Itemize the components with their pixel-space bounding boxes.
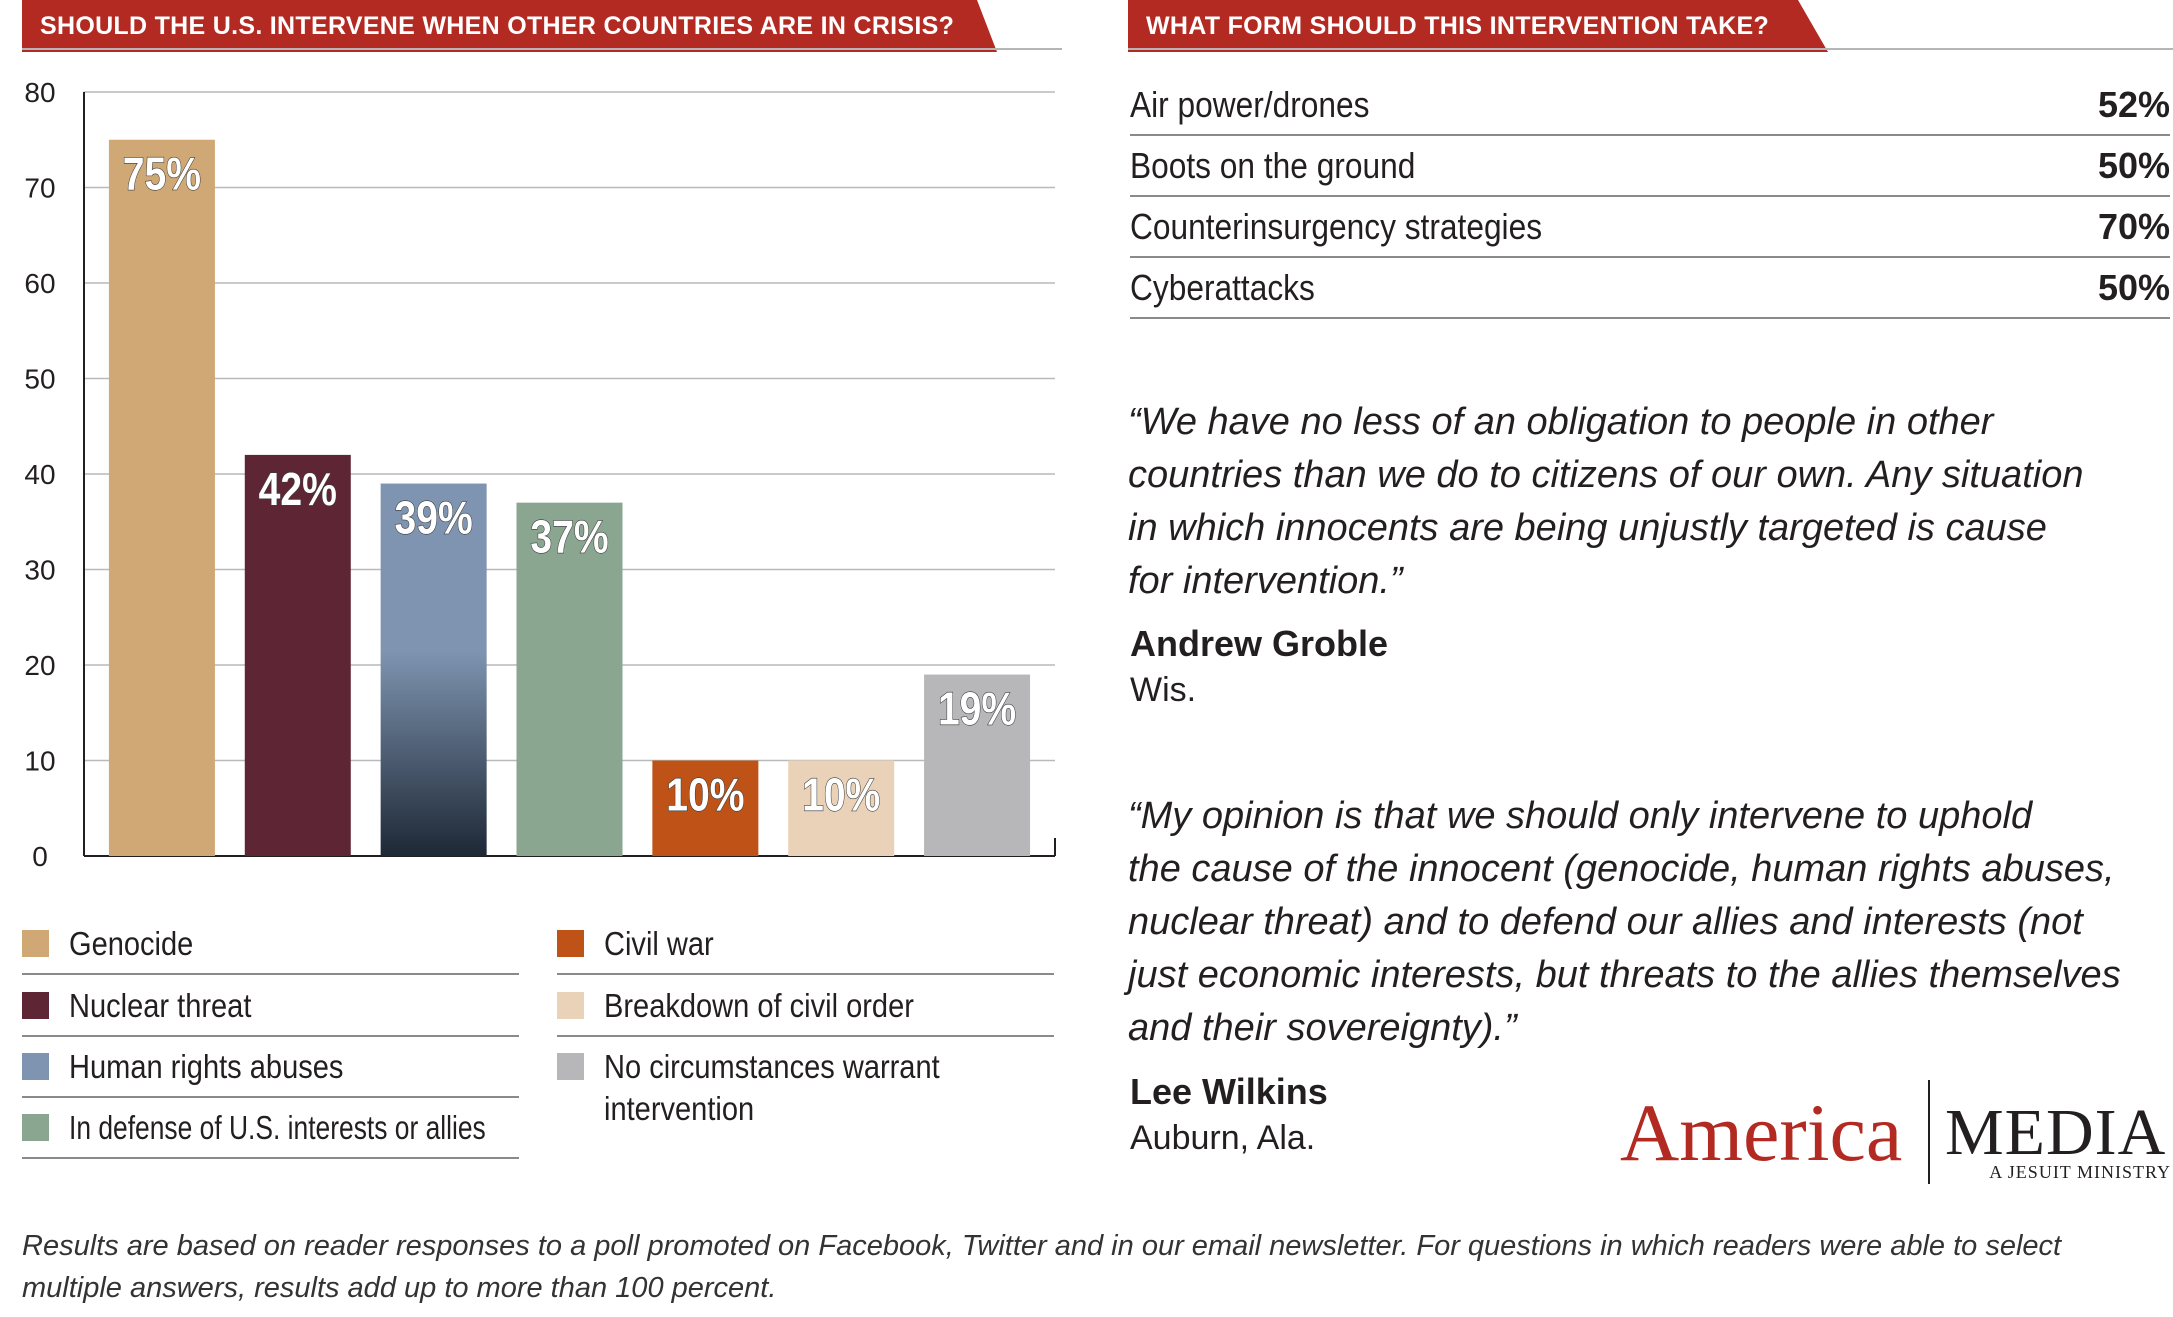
legend-label: No circumstances warrant intervention [604, 1046, 940, 1130]
forms-header-rule [1128, 48, 2173, 50]
legend-label: Human rights abuses [69, 1048, 344, 1085]
quote-text: “My opinion is that we should only inter… [1128, 790, 2173, 1055]
legend-label: Breakdown of civil order [604, 987, 914, 1024]
legend-swatch [22, 930, 49, 957]
form-value: 50% [2097, 145, 2170, 186]
logo-media-text: MEDIA [1945, 1096, 2167, 1169]
legend-item-genocide: Genocide [22, 915, 519, 975]
legend-label: Civil war [604, 925, 714, 962]
legend-item-nuclear-threat: Nuclear threat [22, 977, 519, 1037]
bar [108, 139, 215, 856]
legend-item-human-rights: Human rights abuses [22, 1038, 519, 1098]
y-tick-label: 10 [24, 746, 55, 777]
quote-text: “We have no less of an obligation to peo… [1128, 396, 2173, 608]
quote-line: and their sovereignty).” [1128, 1007, 1517, 1049]
chart-header-rule [22, 48, 1062, 50]
quote-author: Andrew Groble [1130, 623, 1389, 664]
bar-chart: 0 10 20 30 40 50 60 70 80 75% 42% 39% 37% 10% 10% 19% [24, 77, 1056, 872]
table-row: Cyberattacks 50% [1130, 258, 2170, 319]
y-tick-label: 20 [24, 650, 55, 681]
quote-line: “My opinion is that we should only inter… [1128, 795, 2033, 837]
y-tick-label: 60 [24, 268, 55, 299]
legend-swatch [557, 930, 584, 957]
y-tick-label: 70 [24, 173, 55, 204]
bar [924, 674, 1031, 856]
legend-label: Nuclear threat [69, 987, 252, 1024]
chart-header: SHOULD THE U.S. INTERVENE WHEN OTHER COU… [22, 0, 997, 52]
y-tick-label: 30 [24, 555, 55, 586]
form-label: Cyberattacks [1130, 267, 1315, 308]
form-label: Counterinsurgency strategies [1130, 206, 1543, 247]
logo-america-text: America [1620, 1087, 1903, 1178]
quote-author: Lee Wilkins [1130, 1071, 1328, 1112]
legend-item-us-interests: In defense of U.S. interests or allies [22, 1099, 519, 1159]
legend-label-line: No circumstances warrant [604, 1048, 940, 1085]
quote-line: the cause of the innocent (genocide, hum… [1128, 848, 2115, 890]
quote-line: countries than we do to citizens of our … [1128, 454, 2084, 496]
legend-item-civil-war: Civil war [557, 915, 1054, 975]
bar [788, 760, 895, 856]
legend-swatch [22, 1114, 49, 1141]
bar [652, 760, 759, 856]
bar-data-label: 75% [123, 149, 201, 201]
bar-data-label: 37% [530, 512, 608, 564]
legend-label: Genocide [69, 925, 194, 962]
table-row: Air power/drones 52% [1130, 75, 2170, 136]
quote-location: Auburn, Ala. [1130, 1119, 1316, 1157]
legend-item-civil-order: Breakdown of civil order [557, 977, 1054, 1037]
logo-tagline: A JESUIT MINISTRY [1989, 1162, 2171, 1182]
form-label: Boots on the ground [1130, 145, 1416, 186]
y-tick-label: 50 [24, 364, 55, 395]
bar [516, 502, 623, 856]
table-row: Boots on the ground 50% [1130, 136, 2170, 197]
quote-line: in which innocents are being unjustly ta… [1128, 507, 2047, 549]
quote-line: nuclear threat) and to defend our allies… [1128, 901, 2083, 943]
legend-swatch [557, 992, 584, 1019]
quote-line: “We have no less of an obligation to peo… [1128, 401, 1994, 443]
form-value: 70% [2097, 206, 2170, 247]
america-media-logo: America MEDIA A JESUIT MINISTRY [1620, 1080, 2173, 1188]
footnote: Results are based on reader responses to… [22, 1230, 2062, 1304]
legend-swatch [22, 1053, 49, 1080]
y-tick-label: 40 [24, 459, 55, 490]
forms-header: WHAT FORM SHOULD THIS INTERVENTION TAKE? [1128, 0, 1828, 52]
form-value: 52% [2097, 84, 2170, 125]
y-tick-label: 80 [24, 77, 55, 108]
bar [244, 454, 351, 856]
table-row: Counterinsurgency strategies 70% [1130, 197, 2170, 258]
quote-line: for intervention.” [1128, 560, 1403, 602]
legend-swatch [22, 992, 49, 1019]
bar-data-label: 42% [259, 464, 337, 516]
bar-data-label: 10% [802, 770, 880, 822]
legend-label-line: intervention [604, 1090, 755, 1127]
intervention-forms-table: Air power/drones 52% Boots on the ground… [1130, 75, 2170, 319]
y-tick-label: 0 [32, 841, 48, 872]
legend-swatch [557, 1053, 584, 1080]
form-label: Air power/drones [1130, 84, 1370, 125]
bar [380, 483, 487, 856]
bar-data-label: 19% [938, 684, 1016, 736]
quote-line: just economic interests, but threats to … [1128, 954, 2121, 996]
form-value: 50% [2097, 267, 2170, 308]
bar-data-label: 10% [666, 770, 744, 822]
legend-label: In defense of U.S. interests or allies [69, 1109, 486, 1146]
quote-location: Wis. [1130, 671, 1197, 709]
legend-item-no-circumstances: No circumstances warrant intervention [557, 1038, 1054, 1138]
bar-data-label: 39% [395, 493, 473, 545]
logo-divider [1928, 1080, 1930, 1184]
